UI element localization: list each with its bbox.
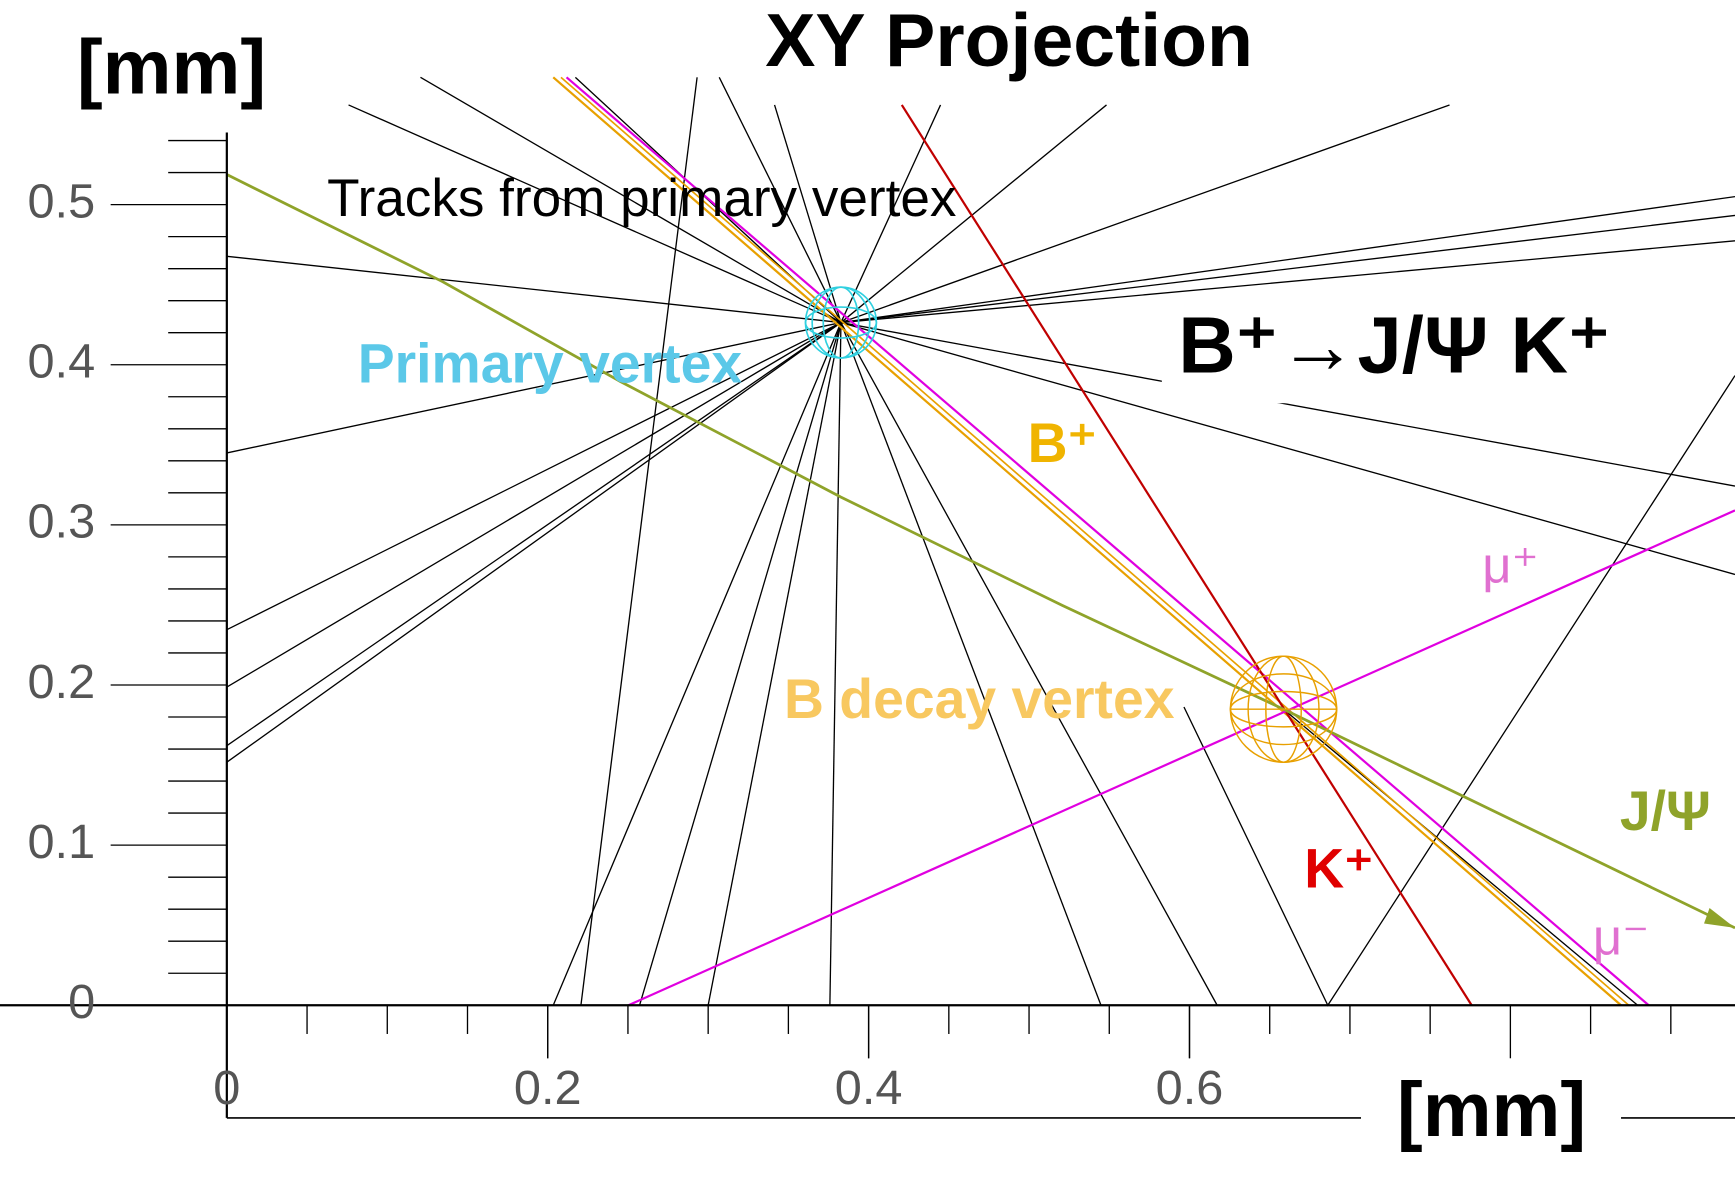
title: XY Projection xyxy=(765,0,1253,82)
track xyxy=(226,321,842,688)
x-tick-label: 0.2 xyxy=(514,1061,582,1115)
annotation: J/Ψ xyxy=(1620,780,1711,842)
track xyxy=(840,240,1735,324)
mu-plus-track xyxy=(628,509,1735,1007)
vertex-sphere xyxy=(811,286,871,359)
track xyxy=(840,322,1218,1006)
track xyxy=(840,104,1107,324)
track xyxy=(773,104,842,323)
jpsi-arrow xyxy=(1704,908,1735,928)
track xyxy=(840,195,1735,324)
track xyxy=(840,322,1102,1006)
x-tick-label: 0 xyxy=(213,1061,240,1115)
track xyxy=(840,214,1735,324)
track xyxy=(226,255,842,324)
track xyxy=(226,322,842,747)
vertex-sphere xyxy=(804,306,878,339)
y-tick-label: 0.1 xyxy=(27,815,95,869)
track xyxy=(580,77,698,1006)
track xyxy=(1283,708,1639,1006)
track xyxy=(840,321,1735,487)
track xyxy=(829,322,842,1006)
track xyxy=(348,104,842,324)
annotation: B⁺→J/Ψ K⁺ xyxy=(1178,300,1610,389)
annotation: μ⁻ xyxy=(1593,909,1649,966)
mu-minus-track xyxy=(565,76,1650,1007)
k-plus-track xyxy=(900,104,1473,1006)
track xyxy=(226,321,842,631)
y-axis-label: [mm] xyxy=(77,24,266,110)
annotation: Tracks from primary vertex xyxy=(327,169,956,228)
track xyxy=(420,76,842,324)
annotation: B decay vertex xyxy=(784,668,1175,730)
annotation: Primary vertex xyxy=(358,332,743,394)
b-plus-track xyxy=(560,76,1630,1006)
track xyxy=(226,321,842,454)
decay-vertex xyxy=(1229,655,1338,763)
y-tick-label: 0 xyxy=(68,975,95,1029)
track xyxy=(552,322,842,1006)
x-axis-label: [mm] xyxy=(1397,1067,1586,1153)
annotation: μ⁺ xyxy=(1482,536,1538,593)
track xyxy=(707,322,842,1006)
annotation: B⁺ xyxy=(1028,412,1097,474)
y-tick-label: 0.5 xyxy=(27,174,95,228)
label-backdrop xyxy=(1161,298,1627,404)
annotation: K⁺ xyxy=(1304,837,1373,899)
x-tick-label: 0.4 xyxy=(835,1061,903,1115)
y-tick-label: 0.4 xyxy=(27,335,95,389)
y-tick-label: 0.2 xyxy=(27,655,95,709)
track xyxy=(840,321,1735,576)
b-plus-track xyxy=(552,76,1622,1007)
y-tick-label: 0.3 xyxy=(27,495,95,549)
track xyxy=(840,104,1450,324)
x-tick-label: 0.6 xyxy=(1156,1061,1224,1115)
track xyxy=(226,322,842,763)
track xyxy=(638,322,842,1006)
primary-vertex xyxy=(804,286,878,359)
track xyxy=(718,77,842,323)
